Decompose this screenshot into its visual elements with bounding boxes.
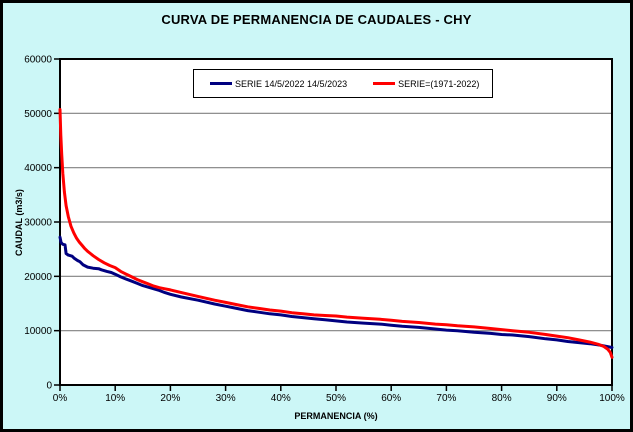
blue-line-sample-icon bbox=[210, 82, 232, 85]
y-tick-label: 10000 bbox=[24, 326, 52, 337]
x-tick-label: 90% bbox=[547, 393, 567, 404]
series-line-red[interactable] bbox=[58, 108, 614, 359]
y-tick-label: 30000 bbox=[24, 218, 52, 229]
red-line-sample-icon bbox=[373, 82, 396, 85]
y-tick-label: 20000 bbox=[24, 272, 52, 283]
y-tick-label: 60000 bbox=[24, 55, 52, 66]
chart-title: CURVA DE PERMANENCIA DE CAUDALES - CHY bbox=[161, 12, 472, 27]
legend-entry-serie-2022-2023[interactable]: SERIE 14/5/2022 14/5/2023 bbox=[210, 79, 347, 89]
y-tick-label: 50000 bbox=[24, 109, 52, 120]
legend-label: SERIE=(1971-2022) bbox=[398, 78, 480, 89]
x-tick-label: 100% bbox=[599, 393, 625, 404]
y-tick-label: 40000 bbox=[24, 163, 52, 174]
x-tick-label: 0% bbox=[53, 393, 68, 404]
legend-entry-serie-1971-2022[interactable]: SERIE=(1971-2022) bbox=[373, 79, 479, 89]
x-tick-label: 20% bbox=[160, 393, 180, 404]
y-tick-label: 0 bbox=[46, 381, 52, 392]
y-axis-title: CAUDAL (m3/s) bbox=[14, 189, 24, 257]
x-axis-title: PERMANENCIA (%) bbox=[294, 411, 378, 421]
x-tick-label: 70% bbox=[436, 393, 456, 404]
x-tick-label: 50% bbox=[326, 393, 346, 404]
legend-label: SERIE 14/5/2022 14/5/2023 bbox=[235, 78, 348, 89]
x-tick-label: 80% bbox=[492, 393, 512, 404]
x-tick-label: 40% bbox=[271, 393, 291, 404]
x-tick-label: 60% bbox=[381, 393, 401, 404]
x-tick-label: 10% bbox=[105, 393, 125, 404]
x-tick-label: 30% bbox=[216, 393, 236, 404]
legend[interactable]: SERIE 14/5/2022 14/5/2023 SERIE=(1971-20… bbox=[193, 69, 493, 98]
series-line-blue[interactable] bbox=[58, 235, 614, 349]
plot-svg: 0 10000 20000 30000 40000 50000 60000 0% 10% 20% 3… bbox=[24, 55, 625, 405]
